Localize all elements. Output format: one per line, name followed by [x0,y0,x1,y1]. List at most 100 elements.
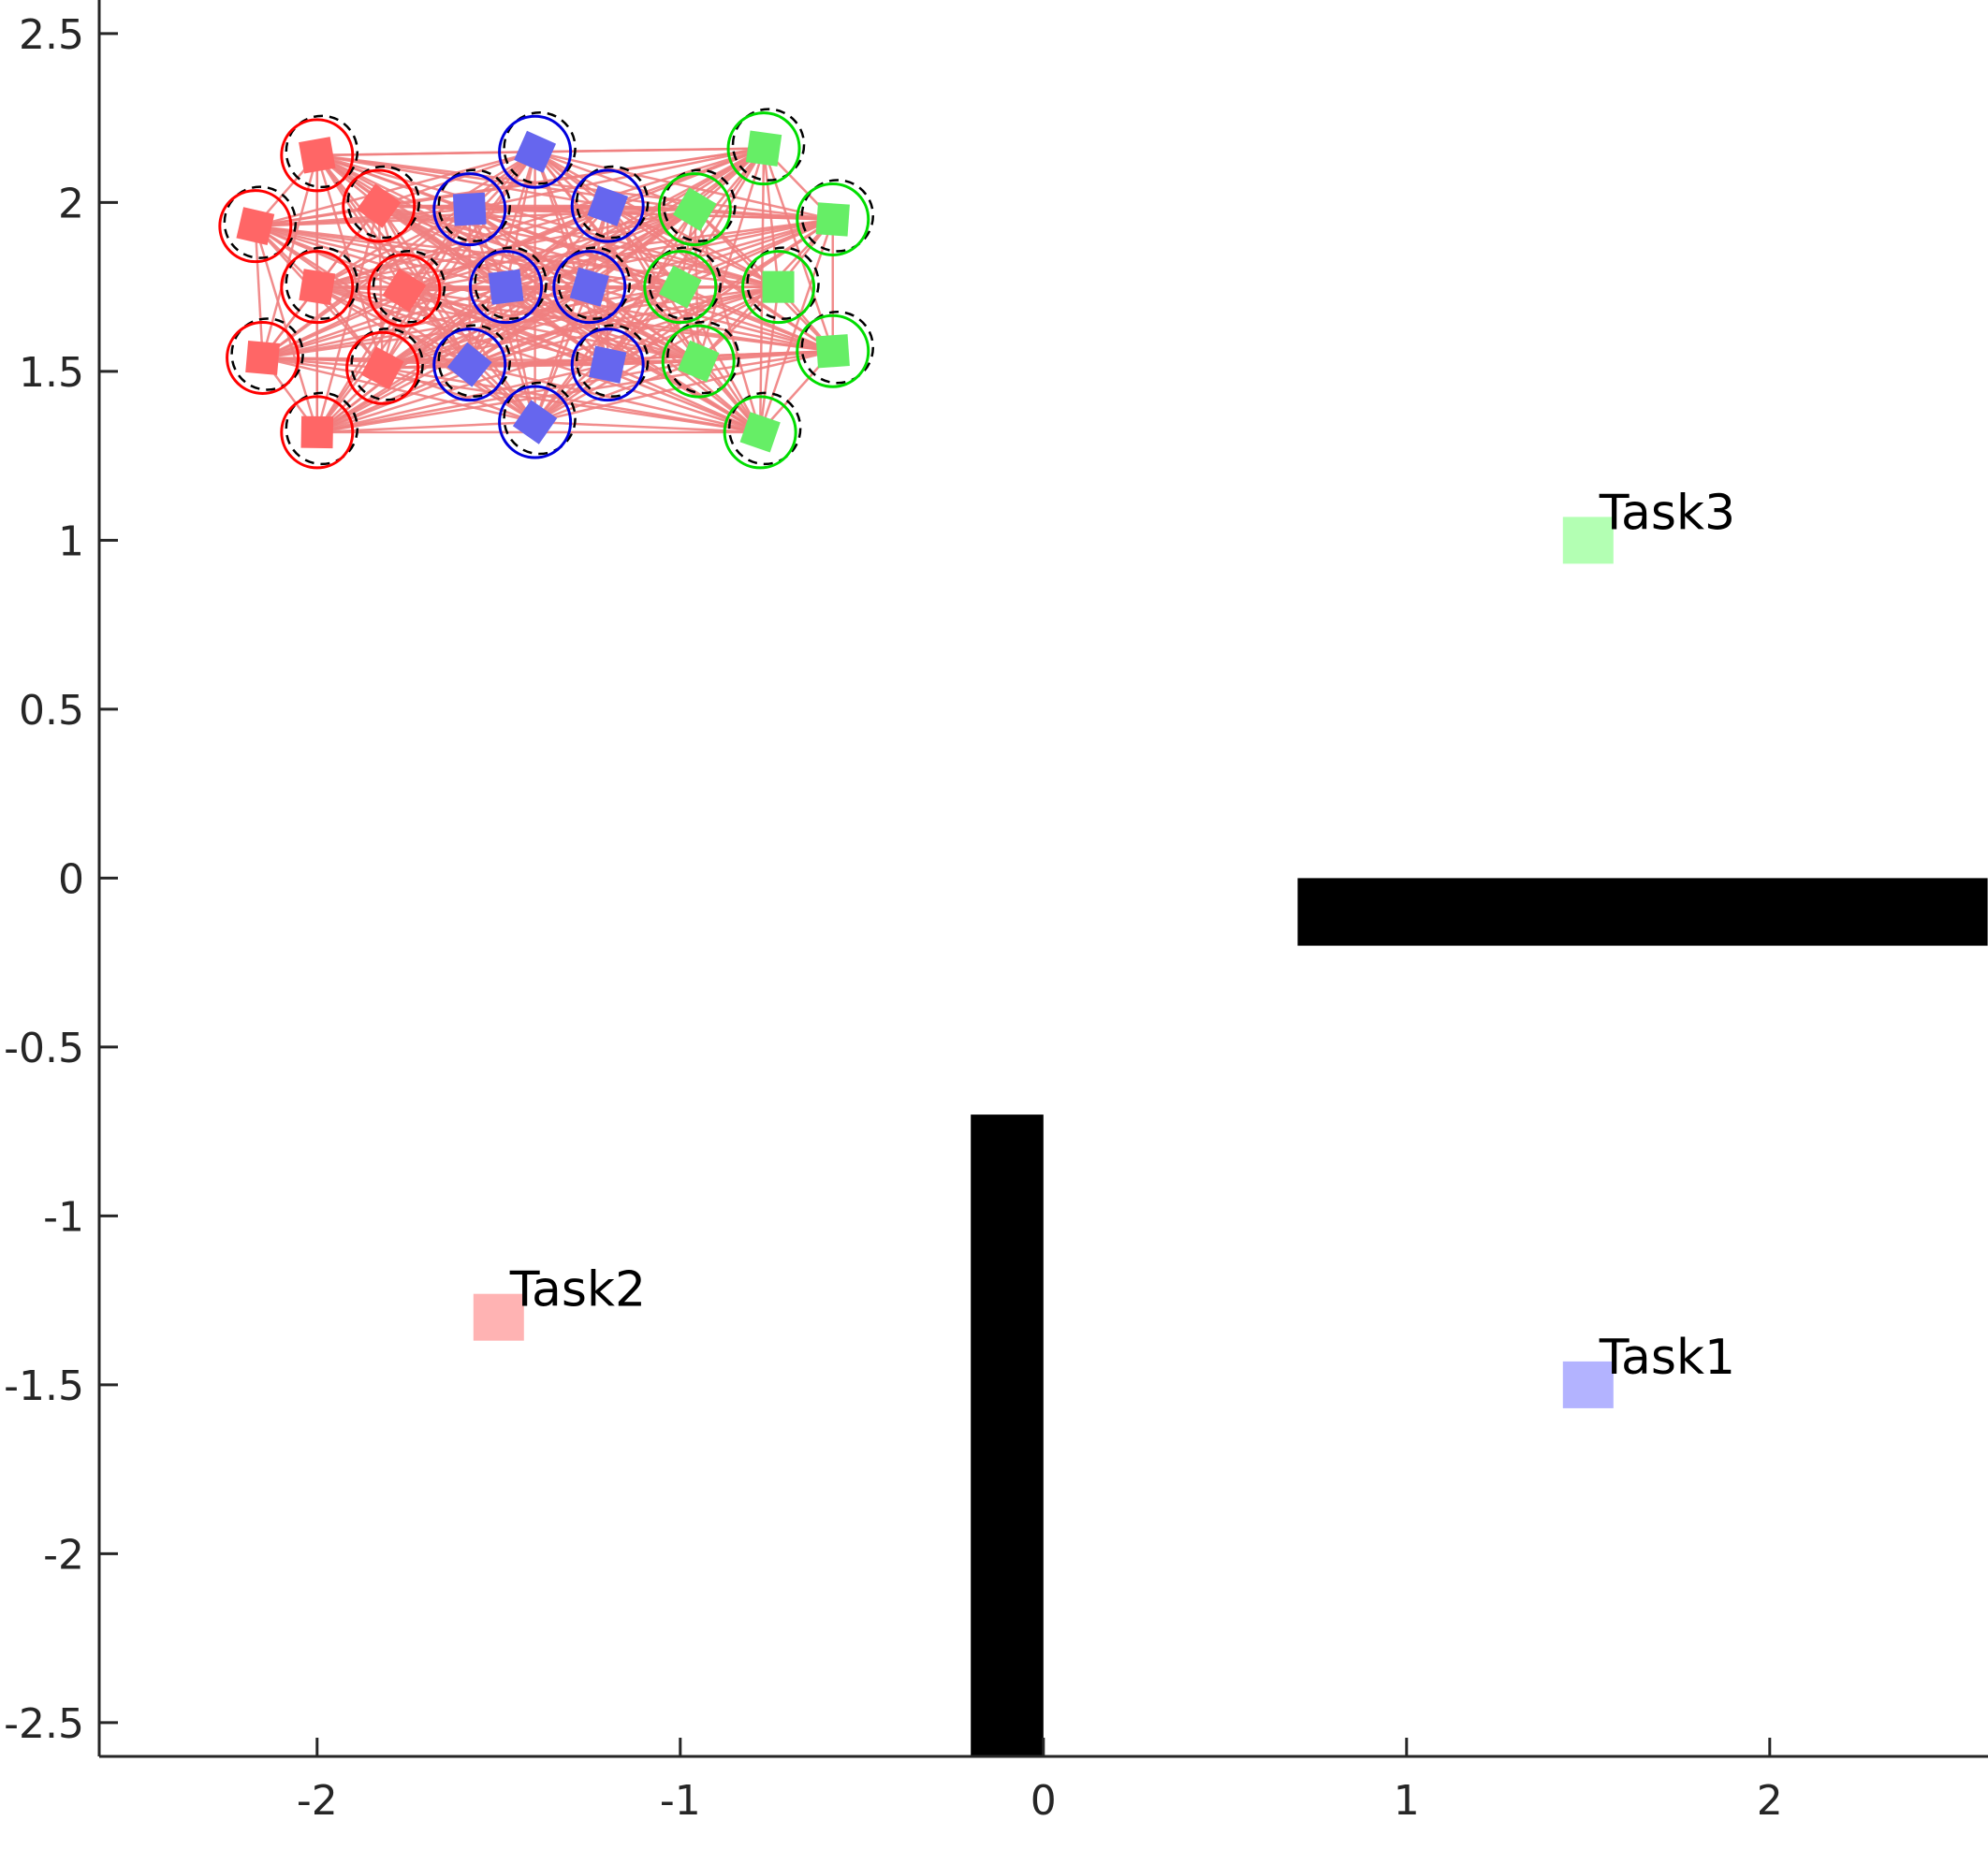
agent-safety-circle [345,330,420,405]
communication-link [504,151,536,287]
agent-safety-circle [280,118,355,193]
communication-link [468,151,536,366]
communication-link [694,208,833,221]
communication-link [607,363,761,434]
agent [280,114,359,193]
agent-body [672,187,717,231]
agent-body [452,192,487,226]
agent-dashed-footprint [575,324,650,398]
y-tick-label: 0.5 [19,687,84,735]
agent [726,108,806,186]
communication-link [679,147,766,288]
agent-body [745,130,782,167]
communication-link [534,286,591,423]
y-tick-label: 2.5 [19,11,84,59]
agent-body [360,346,404,390]
agent-body [357,183,402,228]
agent [643,246,723,325]
y-tick-label: -2.5 [4,1700,84,1748]
communication-link [607,209,696,366]
communication-link [589,147,765,288]
communication-link [504,286,536,423]
communication-link [382,367,536,424]
communication-link [680,218,834,288]
agent-dashed-footprint [230,317,304,391]
agent-dashed-footprint [503,381,577,456]
agent-body [300,415,334,449]
agent-dashed-footprint [800,179,875,253]
agents-layer [218,108,875,470]
communication-links-layer [254,147,835,434]
communication-link [254,226,264,358]
x-tick-label: -2 [297,1777,338,1825]
communication-link [534,218,834,424]
communication-link [504,205,608,288]
agent-dashed-footprint [350,328,424,401]
agent [498,111,577,189]
agent [345,328,424,405]
agent [741,246,820,325]
agent-dashed-footprint [437,168,512,242]
agent-body [762,270,795,303]
agent [552,246,632,325]
agent-body [677,340,720,383]
communication-link [534,151,780,288]
agent-safety-circle [432,172,507,247]
agent-body [382,268,427,313]
y-tick-label: 1.5 [19,349,84,397]
agent-body [815,202,850,237]
communication-link [469,147,765,211]
communication-link [694,209,762,433]
communication-link [316,208,471,288]
agent [661,320,740,399]
agent-safety-circle [432,328,507,402]
communication-link [534,285,780,424]
ticks-layer: 2.5 2 1.5 1 0.5 0 -0.5 -1 -1.5 -2 -2.5 -2 -1 0 1 2 [4,11,1783,1825]
communication-link [534,151,591,288]
agent-dashed-footprint [285,114,359,189]
obstacle [1297,878,1988,946]
agent [570,324,650,402]
agent-safety-circle [226,320,300,395]
communication-link [469,285,779,366]
communication-link [316,153,608,208]
communication-link [504,147,765,288]
communication-link [758,219,834,433]
agent [218,185,298,264]
communication-link [262,357,535,424]
task-label: Task1 [1599,1330,1735,1386]
communication-link [255,151,535,227]
communication-link [758,148,766,432]
agent [657,168,737,247]
communication-link [316,153,779,288]
agent-dashed-footprint [800,310,875,385]
agent-safety-circle [723,395,797,470]
agent-safety-circle [570,168,645,243]
agent-dashed-footprint [731,108,806,182]
agent [796,179,875,256]
agent-safety-circle [552,250,627,325]
communication-link [469,208,779,288]
x-tick-label: 2 [1757,1777,1783,1825]
communication-link [316,285,779,434]
agent-body [658,265,702,309]
agent-safety-circle [657,172,732,247]
communication-link [381,209,471,369]
agent-dashed-footprint [557,246,632,320]
agent [432,324,512,402]
communication-link [534,205,609,423]
agent-dashed-footprint [727,391,802,466]
communication-link [378,151,536,208]
agent-dashed-footprint [346,165,421,240]
agent-safety-circle [280,395,355,470]
agent-body [245,341,281,375]
communication-link [316,285,507,433]
agent-safety-circle [570,328,645,402]
y-tick-label: 0 [58,855,84,903]
communication-link [316,147,765,288]
agent-body [512,400,558,444]
agent [280,246,359,325]
communication-link [680,285,834,353]
y-tick-label: 1 [58,517,84,565]
